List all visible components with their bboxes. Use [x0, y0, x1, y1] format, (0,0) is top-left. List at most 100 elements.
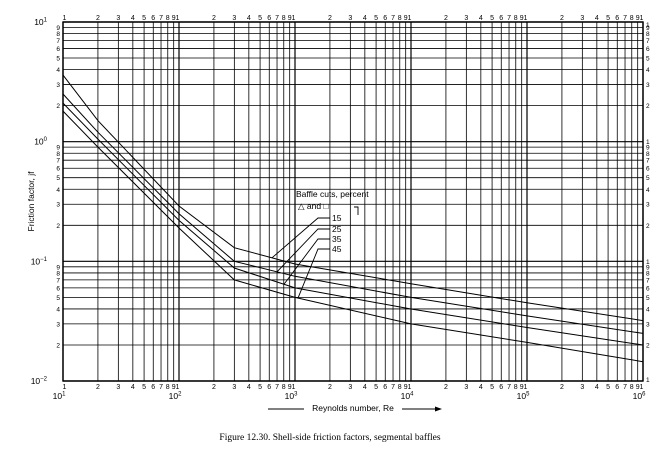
x-tick-label-bottom: 7	[507, 384, 511, 391]
x-tick-label-bottom: 2	[444, 384, 448, 391]
y-tick-label-left: 5	[56, 175, 60, 182]
x-tick-label-top: 1	[640, 15, 644, 22]
x-tick-label-top: 3	[232, 15, 236, 22]
x-tick-label-bottom: 6	[383, 384, 387, 391]
x-tick-label-top: 3	[464, 15, 468, 22]
x-tick-label-bottom: 2	[212, 384, 216, 391]
x-tick-label-top: 2	[212, 15, 216, 22]
x-tick-label-top: 6	[615, 15, 619, 22]
x-tick-label-bottom: 6	[267, 384, 271, 391]
x-tick-label-bottom: 8	[630, 384, 634, 391]
y-tick-label-left: 5	[56, 295, 60, 302]
y-tick-label-right: 2	[646, 103, 650, 110]
y-tick-label-left: 7	[56, 38, 60, 45]
y-tick-label-right: 6	[646, 285, 650, 292]
series-label-15: 15	[332, 213, 342, 223]
series-leader-15	[271, 217, 330, 259]
y-tick-label-right: 4	[646, 187, 650, 194]
y-tick-label-right: 9	[646, 25, 650, 32]
x-tick-label-bottom: 3	[580, 384, 584, 391]
x-tick-label-top: 6	[499, 15, 503, 22]
y-tick-label-left: 3	[56, 202, 60, 209]
y-tick-label-right: 1	[646, 377, 650, 384]
x-tick-label-top: 2	[96, 15, 100, 22]
x-tick-label-top: 1	[176, 15, 180, 22]
y-tick-label-right: 3	[646, 321, 650, 328]
y-tick-label-right: 4	[646, 67, 650, 74]
y-tick-label-right: 2	[646, 223, 650, 230]
x-tick-label-bottom: 1	[524, 384, 528, 391]
x-tick-label-top: 2	[444, 15, 448, 22]
y-decade-label: 10−2	[31, 376, 48, 386]
y-tick-label-right: 9	[646, 264, 650, 271]
y-tick-label-left: 6	[56, 166, 60, 173]
x-tick-label-bottom: 1	[408, 384, 412, 391]
x-tick-label-bottom: 4	[479, 384, 483, 391]
y-tick-label-left: 8	[56, 270, 60, 277]
y-tick-label-left: 4	[56, 187, 60, 194]
x-decade-label: 105	[517, 391, 530, 401]
x-tick-label-bottom: 7	[159, 384, 163, 391]
y-tick-label-right: 5	[646, 175, 650, 182]
x-tick-label-top: 4	[479, 15, 483, 22]
y-decade-label: 100	[34, 137, 47, 147]
x-tick-label-top: 9	[172, 15, 176, 22]
x-tick-label-top: 8	[514, 15, 518, 22]
y-tick-label-right: 7	[646, 158, 650, 165]
x-tick-label-top: 5	[606, 15, 610, 22]
x-tick-label-bottom: 5	[606, 384, 610, 391]
x-tick-label-top: 3	[116, 15, 120, 22]
x-tick-label-bottom: 2	[328, 384, 332, 391]
y-tick-label-left: 9	[56, 145, 60, 152]
y-tick-label-left: 2	[56, 103, 60, 110]
series-line-15	[62, 74, 644, 322]
x-tick-label-top: 6	[151, 15, 155, 22]
y-tick-label-right: 7	[646, 277, 650, 284]
x-tick-label-top: 8	[282, 15, 286, 22]
annotation-bracket	[354, 206, 359, 215]
y-tick-label-left: 2	[56, 223, 60, 230]
y-tick-label-right: 1	[646, 259, 650, 266]
x-tick-label-top: 7	[159, 15, 163, 22]
x-tick-label-top: 2	[560, 15, 564, 22]
x-tick-label-top: 5	[142, 15, 146, 22]
series-line-35	[62, 102, 644, 346]
x-tick-label-bottom: 7	[623, 384, 627, 391]
x-tick-label-bottom: 3	[348, 384, 352, 391]
x-tick-label-top: 9	[520, 15, 524, 22]
series-label-35: 35	[332, 234, 342, 244]
y-decade-label: 101	[34, 17, 47, 27]
x-tick-label-bottom: 4	[131, 384, 135, 391]
annotation-marker-text: △ and □	[298, 201, 329, 211]
x-tick-label-top: 8	[630, 15, 634, 22]
x-tick-label-top: 1	[408, 15, 412, 22]
y-tick-label-right: 3	[646, 202, 650, 209]
y-tick-label-left: 7	[56, 277, 60, 284]
x-tick-label-top: 1	[524, 15, 528, 22]
x-tick-label-top: 5	[490, 15, 494, 22]
plot-frame	[62, 21, 644, 382]
x-tick-label-top: 6	[267, 15, 271, 22]
x-tick-label-bottom: 7	[275, 384, 279, 391]
y-tick-label-right: 5	[646, 295, 650, 302]
x-tick-label-bottom: 2	[96, 384, 100, 391]
chart-tick-labels: 1122334466778899112233446677889911223344…	[31, 15, 650, 401]
y-axis-label: Friction factor, jf	[26, 171, 36, 232]
x-tick-label-top: 4	[131, 15, 135, 22]
x-tick-label-bottom: 8	[514, 384, 518, 391]
x-tick-label-top: 9	[636, 15, 640, 22]
series-label-25: 25	[332, 224, 342, 234]
y-tick-label-left: 3	[56, 82, 60, 89]
x-tick-label-top: 7	[507, 15, 511, 22]
x-tick-label-bottom: 9	[404, 384, 408, 391]
series-label-45: 45	[332, 244, 342, 254]
x-tick-label-top: 2	[328, 15, 332, 22]
x-tick-label-bottom: 3	[116, 384, 120, 391]
x-tick-label-top: 5	[258, 15, 262, 22]
x-tick-label-bottom: 8	[166, 384, 170, 391]
x-tick-label-top: 3	[348, 15, 352, 22]
y-tick-label-left: 4	[56, 67, 60, 74]
x-tick-label-bottom: 3	[232, 384, 236, 391]
